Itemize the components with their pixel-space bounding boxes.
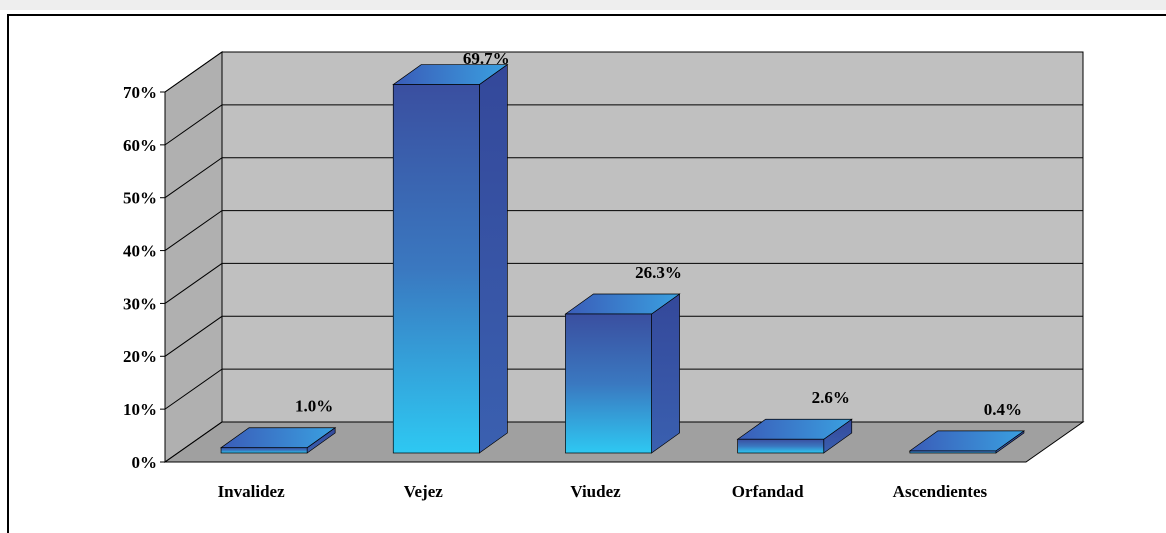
x-tick-label: Invalidez [218, 482, 286, 501]
value-label: 0.4% [984, 400, 1022, 419]
bar [565, 313, 652, 454]
y-tick-label: 0% [132, 453, 158, 472]
grid-line [164, 157, 1083, 199]
bar [220, 447, 308, 454]
value-label: 26.3% [635, 263, 682, 282]
grid-line [164, 51, 1083, 93]
grid-line [164, 368, 1083, 410]
y-tick-label: 40% [123, 241, 157, 260]
frame [7, 14, 1166, 533]
y-tick-label: 30% [123, 294, 157, 313]
x-tick-label: Viudez [570, 482, 621, 501]
x-tick-label: Vejez [404, 482, 443, 501]
value-label: 2.6% [812, 388, 850, 407]
y-tick-label: 60% [123, 136, 157, 155]
y-tick-label: 20% [123, 347, 157, 366]
y-tick-label: 70% [123, 83, 157, 102]
grid-line [164, 104, 1083, 146]
value-label: 69.7% [463, 49, 510, 68]
bar-side [479, 63, 508, 454]
grid-line [164, 262, 1083, 304]
bar-side [651, 293, 680, 454]
bar [909, 450, 997, 454]
grid-line [164, 210, 1083, 251]
bar [392, 84, 480, 454]
grid-line [164, 315, 1083, 357]
side-wall [164, 51, 223, 463]
x-tick-label: Orfandad [732, 482, 804, 501]
y-tick-label: 10% [123, 400, 157, 419]
value-label: 1.0% [295, 397, 333, 416]
y-tick-label: 50% [123, 189, 157, 208]
x-tick-label: Ascendientes [893, 482, 988, 501]
top-strip [0, 0, 1166, 10]
bar [737, 438, 825, 454]
